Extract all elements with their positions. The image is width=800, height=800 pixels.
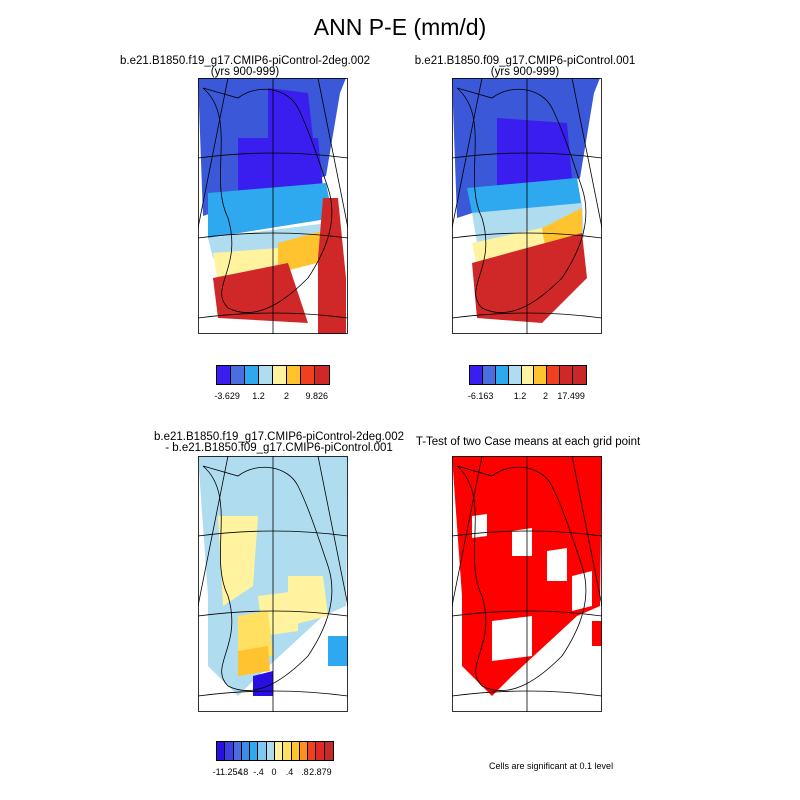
colorbar-tick-label: 2	[284, 391, 290, 401]
colorbar-tick-label: .4	[285, 767, 294, 777]
colorbar-cell	[266, 742, 275, 760]
colorbar-cell	[258, 742, 267, 760]
panel2-title-line1: b.e21.B1850.f09_g17.CMIP6-piControl.001	[414, 55, 636, 67]
colorbar-tick-label: -.4	[253, 767, 264, 777]
colorbar-cell	[225, 742, 234, 760]
colorbar-cell	[301, 366, 315, 384]
colorbar-tick-label: -3.629	[214, 391, 240, 401]
colorbar-tick-label: -11.254	[212, 767, 243, 777]
colorbar-cell	[241, 742, 251, 760]
colorbar-tick-label: 2.879	[309, 767, 332, 777]
panel3-colorbar	[216, 741, 334, 761]
panel1-colorbar	[216, 365, 330, 385]
colorbar-cell	[308, 742, 317, 760]
colorbar-cell	[217, 366, 231, 384]
panel1-map	[198, 78, 348, 334]
colorbar-cell	[231, 366, 245, 384]
colorbar-tick-label: .8	[301, 767, 309, 777]
panel3-title-line2: - b.e21.B1850.f09_g17.CMIP6-piControl.00…	[165, 442, 393, 454]
panel2-title: b.e21.B1850.f09_g17.CMIP6-piControl.001 …	[335, 55, 715, 78]
colorbar-cell	[283, 742, 292, 760]
colorbar-tick-label: 1.2	[513, 391, 527, 401]
significance-note: Cells are significant at 0.1 level	[489, 761, 614, 771]
colorbar-cell	[521, 366, 535, 384]
panel4-title: T-Test of two Case means at each grid po…	[338, 436, 718, 448]
panel2-colorbar	[469, 365, 587, 385]
panel2-map	[452, 78, 602, 334]
colorbar-cell	[508, 366, 522, 384]
colorbar-cell	[495, 366, 509, 384]
colorbar-cell	[274, 742, 284, 760]
colorbar-cell	[324, 742, 333, 760]
panel4-map	[452, 456, 602, 712]
panel1-title-line1: b.e21.B1850.f19_g17.CMIP6-piControl-2deg…	[120, 55, 370, 67]
colorbar-cell	[250, 742, 259, 760]
colorbar-cell	[482, 366, 496, 384]
panel1-title-line2: (yrs 900-999)	[210, 66, 280, 78]
colorbar-cell	[245, 366, 259, 384]
panel1-colorbar-labels: -3.629 1.2 2 9.826	[214, 391, 329, 403]
panel3-colorbar-labels: -11.254 -.8 -.4 0 .4 .8 2.879	[212, 767, 332, 779]
colorbar-cell	[316, 742, 325, 760]
colorbar-cell	[547, 366, 561, 384]
colorbar-cell	[470, 366, 483, 384]
colorbar-cell	[291, 742, 300, 760]
panel3-title: b.e21.B1850.f19_g17.CMIP6-piControl-2deg…	[89, 431, 469, 454]
panel1-title: b.e21.B1850.f19_g17.CMIP6-piControl-2deg…	[55, 55, 435, 78]
figure-title: ANN P-E (mm/d)	[313, 14, 487, 40]
panel4-title-line1: T-Test of two Case means at each grid po…	[415, 436, 641, 448]
colorbar-tick-label: -.8	[237, 767, 249, 777]
colorbar-tick-label: 1.2	[252, 391, 265, 401]
colorbar-tick-label: -6.163	[467, 391, 494, 401]
colorbar-cell	[217, 742, 226, 760]
colorbar-tick-label: 17.499	[557, 391, 585, 401]
colorbar-cell	[315, 366, 329, 384]
colorbar-cell	[534, 366, 548, 384]
colorbar-tick-label: 2	[543, 391, 549, 401]
colorbar-cell	[573, 366, 586, 384]
panel3-map	[198, 456, 348, 712]
colorbar-cell	[287, 366, 301, 384]
panel3-title-line1: b.e21.B1850.f19_g17.CMIP6-piControl-2deg…	[154, 431, 404, 443]
colorbar-tick-label: 0	[271, 767, 277, 777]
colorbar-cell	[259, 366, 273, 384]
colorbar-cell	[299, 742, 309, 760]
panel2-colorbar-labels: -6.163 1.2 2 17.499	[467, 391, 585, 403]
panel2-title-line2: (yrs 900-999)	[490, 66, 560, 78]
colorbar-tick-label: 9.826	[305, 391, 329, 401]
colorbar-cell	[233, 742, 242, 760]
colorbar-cell	[560, 366, 573, 384]
colorbar-cell	[273, 366, 287, 384]
